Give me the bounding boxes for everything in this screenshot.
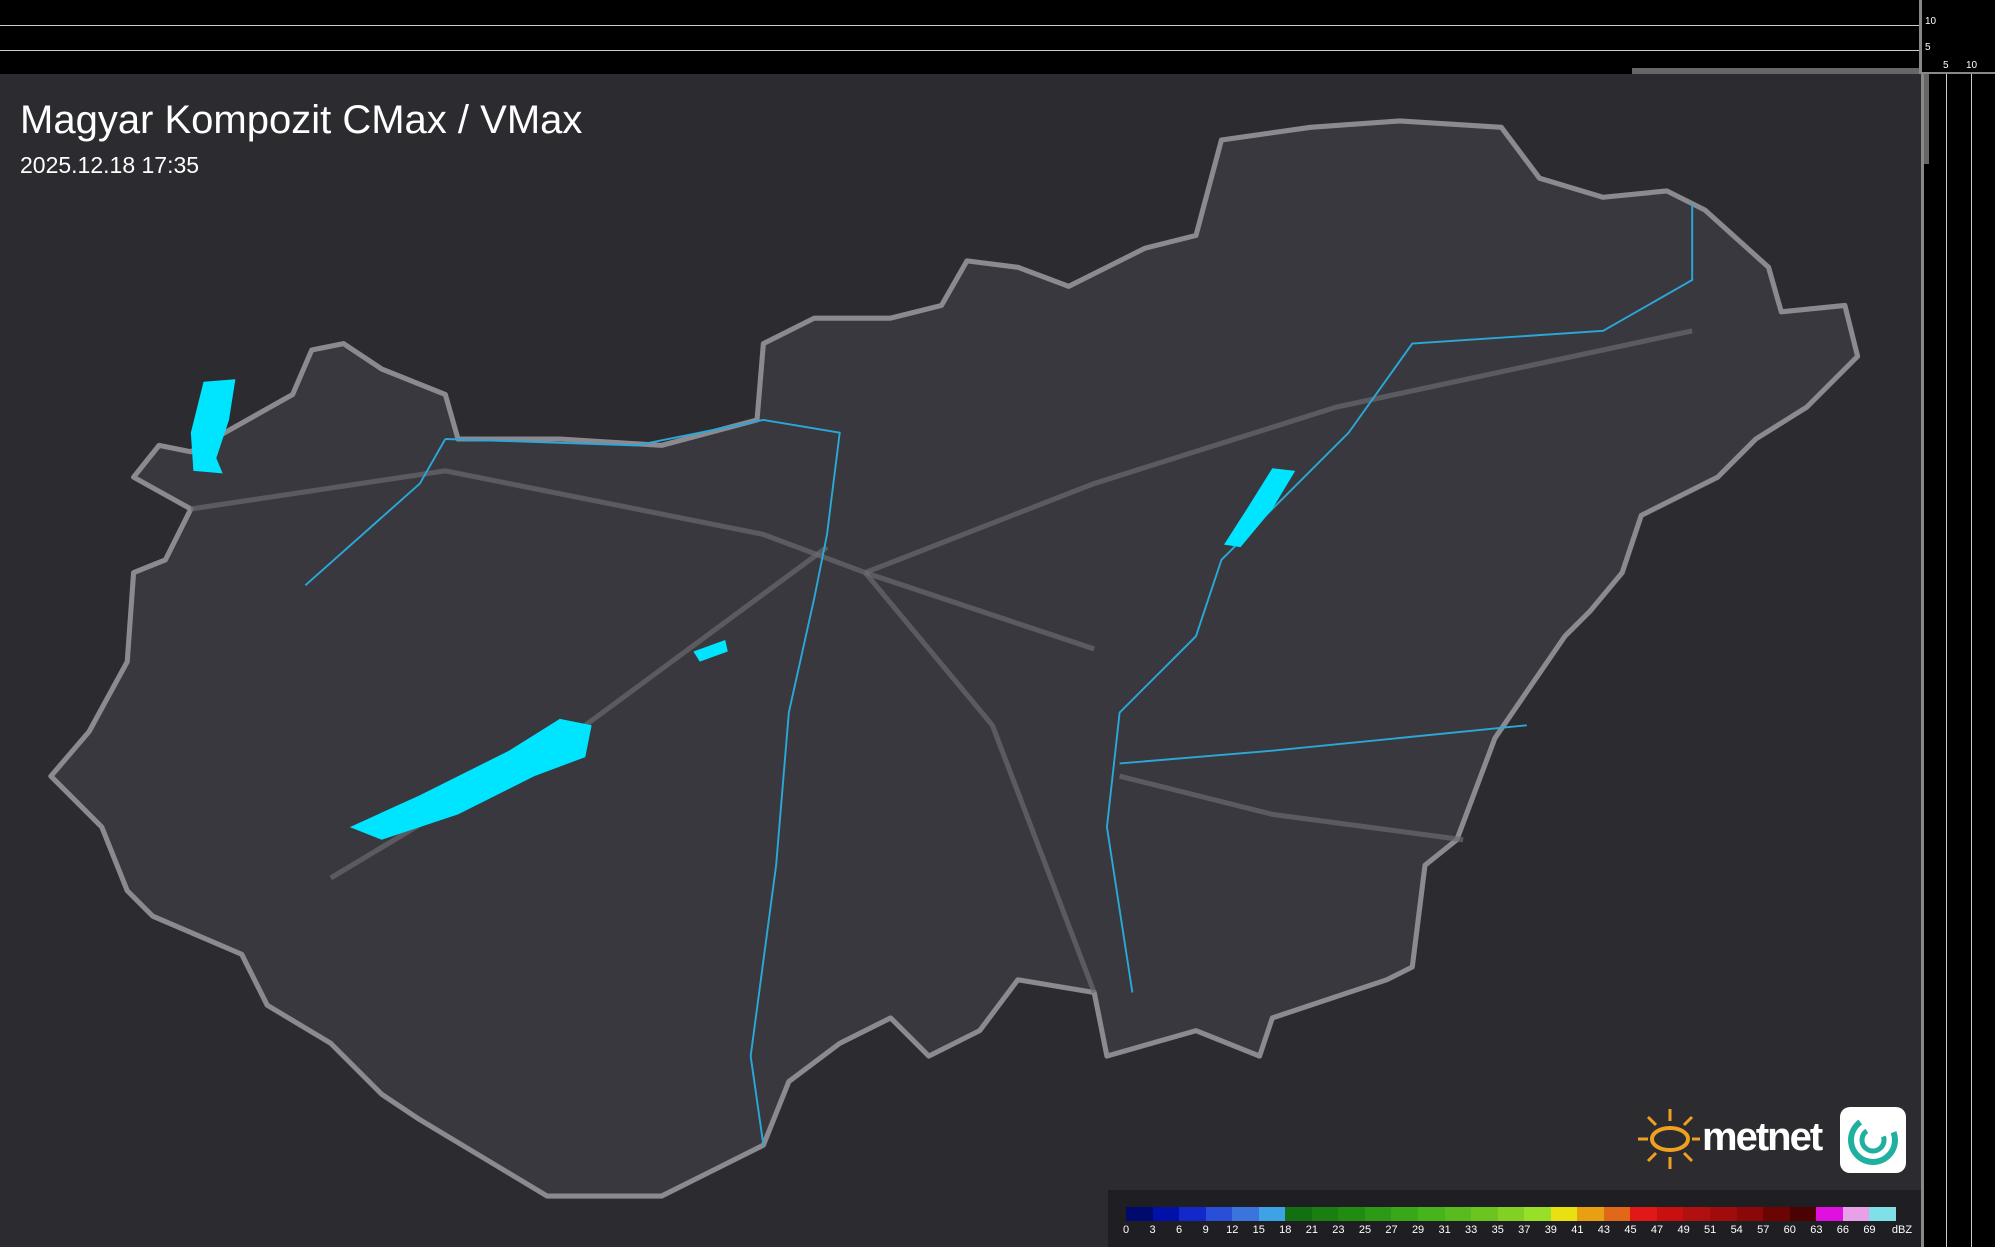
legend-label: 25 xyxy=(1358,1224,1372,1236)
legend-swatch xyxy=(1152,1207,1180,1221)
legend-swatch xyxy=(1842,1207,1870,1221)
legend-swatch xyxy=(1869,1207,1896,1221)
legend-label: 12 xyxy=(1226,1224,1239,1236)
profile-bar xyxy=(1924,74,1929,164)
legend-swatch xyxy=(1789,1207,1817,1221)
legend-label: 3 xyxy=(1149,1224,1156,1236)
gridline xyxy=(0,50,1921,51)
lake-balaton xyxy=(349,718,592,840)
legend-labels: 0 3 6 9 12 15 18 21 23 25 27 29 31 33 35 37 39 41 43 45 47 49… xyxy=(1122,1224,1916,1240)
legend-label: 18 xyxy=(1279,1224,1292,1236)
map-timestamp: 2025.12.18 17:35 xyxy=(20,152,200,178)
legend-unit: dBZ xyxy=(1891,1224,1913,1236)
legend-swatch xyxy=(1603,1207,1631,1221)
legend-swatch xyxy=(1683,1207,1711,1221)
sun-icon xyxy=(1638,1109,1700,1169)
legend-swatch xyxy=(1179,1207,1206,1221)
legend-swatch xyxy=(1497,1207,1525,1221)
legend-label: 35 xyxy=(1491,1224,1504,1236)
river xyxy=(1119,724,1527,765)
gridline xyxy=(0,25,1921,26)
legend-label: 54 xyxy=(1730,1224,1743,1236)
legend-label: 9 xyxy=(1202,1224,1209,1236)
legend-swatch xyxy=(1444,1207,1472,1221)
legend-label: 31 xyxy=(1438,1224,1451,1236)
danube-river xyxy=(445,418,841,1146)
legend-label: 41 xyxy=(1571,1224,1584,1236)
legend-swatch xyxy=(1418,1207,1445,1221)
legend-swatch xyxy=(1710,1207,1737,1221)
road xyxy=(863,570,1097,994)
legend-label: 51 xyxy=(1704,1224,1717,1236)
legend-label: 57 xyxy=(1757,1224,1770,1236)
legend-swatch xyxy=(1524,1207,1551,1221)
legend-swatch xyxy=(1816,1207,1843,1221)
metnet-logo: metnet xyxy=(1636,1105,1911,1175)
dbz-color-legend: 0 3 6 9 12 15 18 21 23 25 27 29 31 33 35 37 39 41 43 45 47 49… xyxy=(1108,1190,1921,1247)
right-cross-section-panel xyxy=(1921,74,1995,1247)
legend-swatches xyxy=(1126,1207,1896,1221)
lake-tisza xyxy=(1223,468,1296,548)
legend-swatch xyxy=(1763,1207,1790,1221)
legend-label: 63 xyxy=(1810,1224,1823,1236)
tisza-river xyxy=(1105,203,1694,993)
legend-swatch xyxy=(1311,1207,1339,1221)
legend-label: 49 xyxy=(1677,1224,1690,1236)
lake-neusiedl xyxy=(190,379,236,474)
legend-label: 69 xyxy=(1863,1224,1876,1236)
axis-divider xyxy=(1921,72,1995,75)
legend-swatch xyxy=(1391,1207,1419,1221)
gridline xyxy=(1971,74,1972,1247)
legend-label: 6 xyxy=(1176,1224,1183,1236)
legend-swatch xyxy=(1577,1207,1604,1221)
legend-label: 45 xyxy=(1624,1224,1637,1236)
legend-swatch xyxy=(1258,1207,1286,1221)
legend-swatch xyxy=(1736,1207,1764,1221)
legend-swatch xyxy=(1338,1207,1365,1221)
legend-swatch xyxy=(1205,1207,1233,1221)
legend-label: 23 xyxy=(1332,1224,1345,1236)
legend-swatch xyxy=(1232,1207,1259,1221)
map-title: Magyar Kompozit CMax / VMax xyxy=(20,98,583,142)
radar-swirl-icon xyxy=(1840,1107,1906,1173)
legend-label: 21 xyxy=(1305,1224,1318,1236)
legend-label: 47 xyxy=(1650,1224,1664,1236)
legend-label: 37 xyxy=(1518,1224,1531,1236)
legend-label: 39 xyxy=(1544,1224,1557,1236)
tick-label: 10 xyxy=(1966,60,1978,71)
legend-label: 33 xyxy=(1465,1224,1478,1236)
lakes xyxy=(190,379,1296,840)
tick-label: 10 xyxy=(1925,16,1937,27)
profile-bar xyxy=(1632,68,1921,74)
legend-swatch xyxy=(1656,1207,1684,1221)
legend-label: 0 xyxy=(1122,1224,1130,1236)
legend-swatch xyxy=(1471,1207,1498,1221)
legend-label: 60 xyxy=(1783,1224,1796,1236)
rivers xyxy=(304,203,1694,1146)
gridline xyxy=(1946,74,1947,1247)
legend-swatch xyxy=(1630,1207,1657,1221)
legend-swatch xyxy=(1550,1207,1578,1221)
road xyxy=(1119,773,1464,843)
axis-divider xyxy=(1919,0,1922,74)
tick-label: 5 xyxy=(1943,60,1949,71)
road xyxy=(864,328,1693,575)
tick-label: 5 xyxy=(1925,42,1931,53)
river xyxy=(304,438,447,587)
legend-label: 66 xyxy=(1836,1224,1850,1236)
lake-velence xyxy=(693,640,728,662)
legend-swatch xyxy=(1364,1207,1392,1221)
brand-name: metnet xyxy=(1702,1115,1823,1159)
legend-label: 15 xyxy=(1252,1224,1265,1236)
hungary-country-shape xyxy=(48,118,1861,1199)
legend-swatch xyxy=(1126,1207,1153,1221)
legend-label: 29 xyxy=(1411,1224,1425,1236)
top-cross-section-panel: 10 5 5 10 xyxy=(0,0,1995,75)
legend-swatch xyxy=(1285,1207,1312,1221)
legend-label: 43 xyxy=(1597,1224,1611,1236)
legend-label: 27 xyxy=(1385,1224,1398,1236)
road xyxy=(190,468,1096,652)
